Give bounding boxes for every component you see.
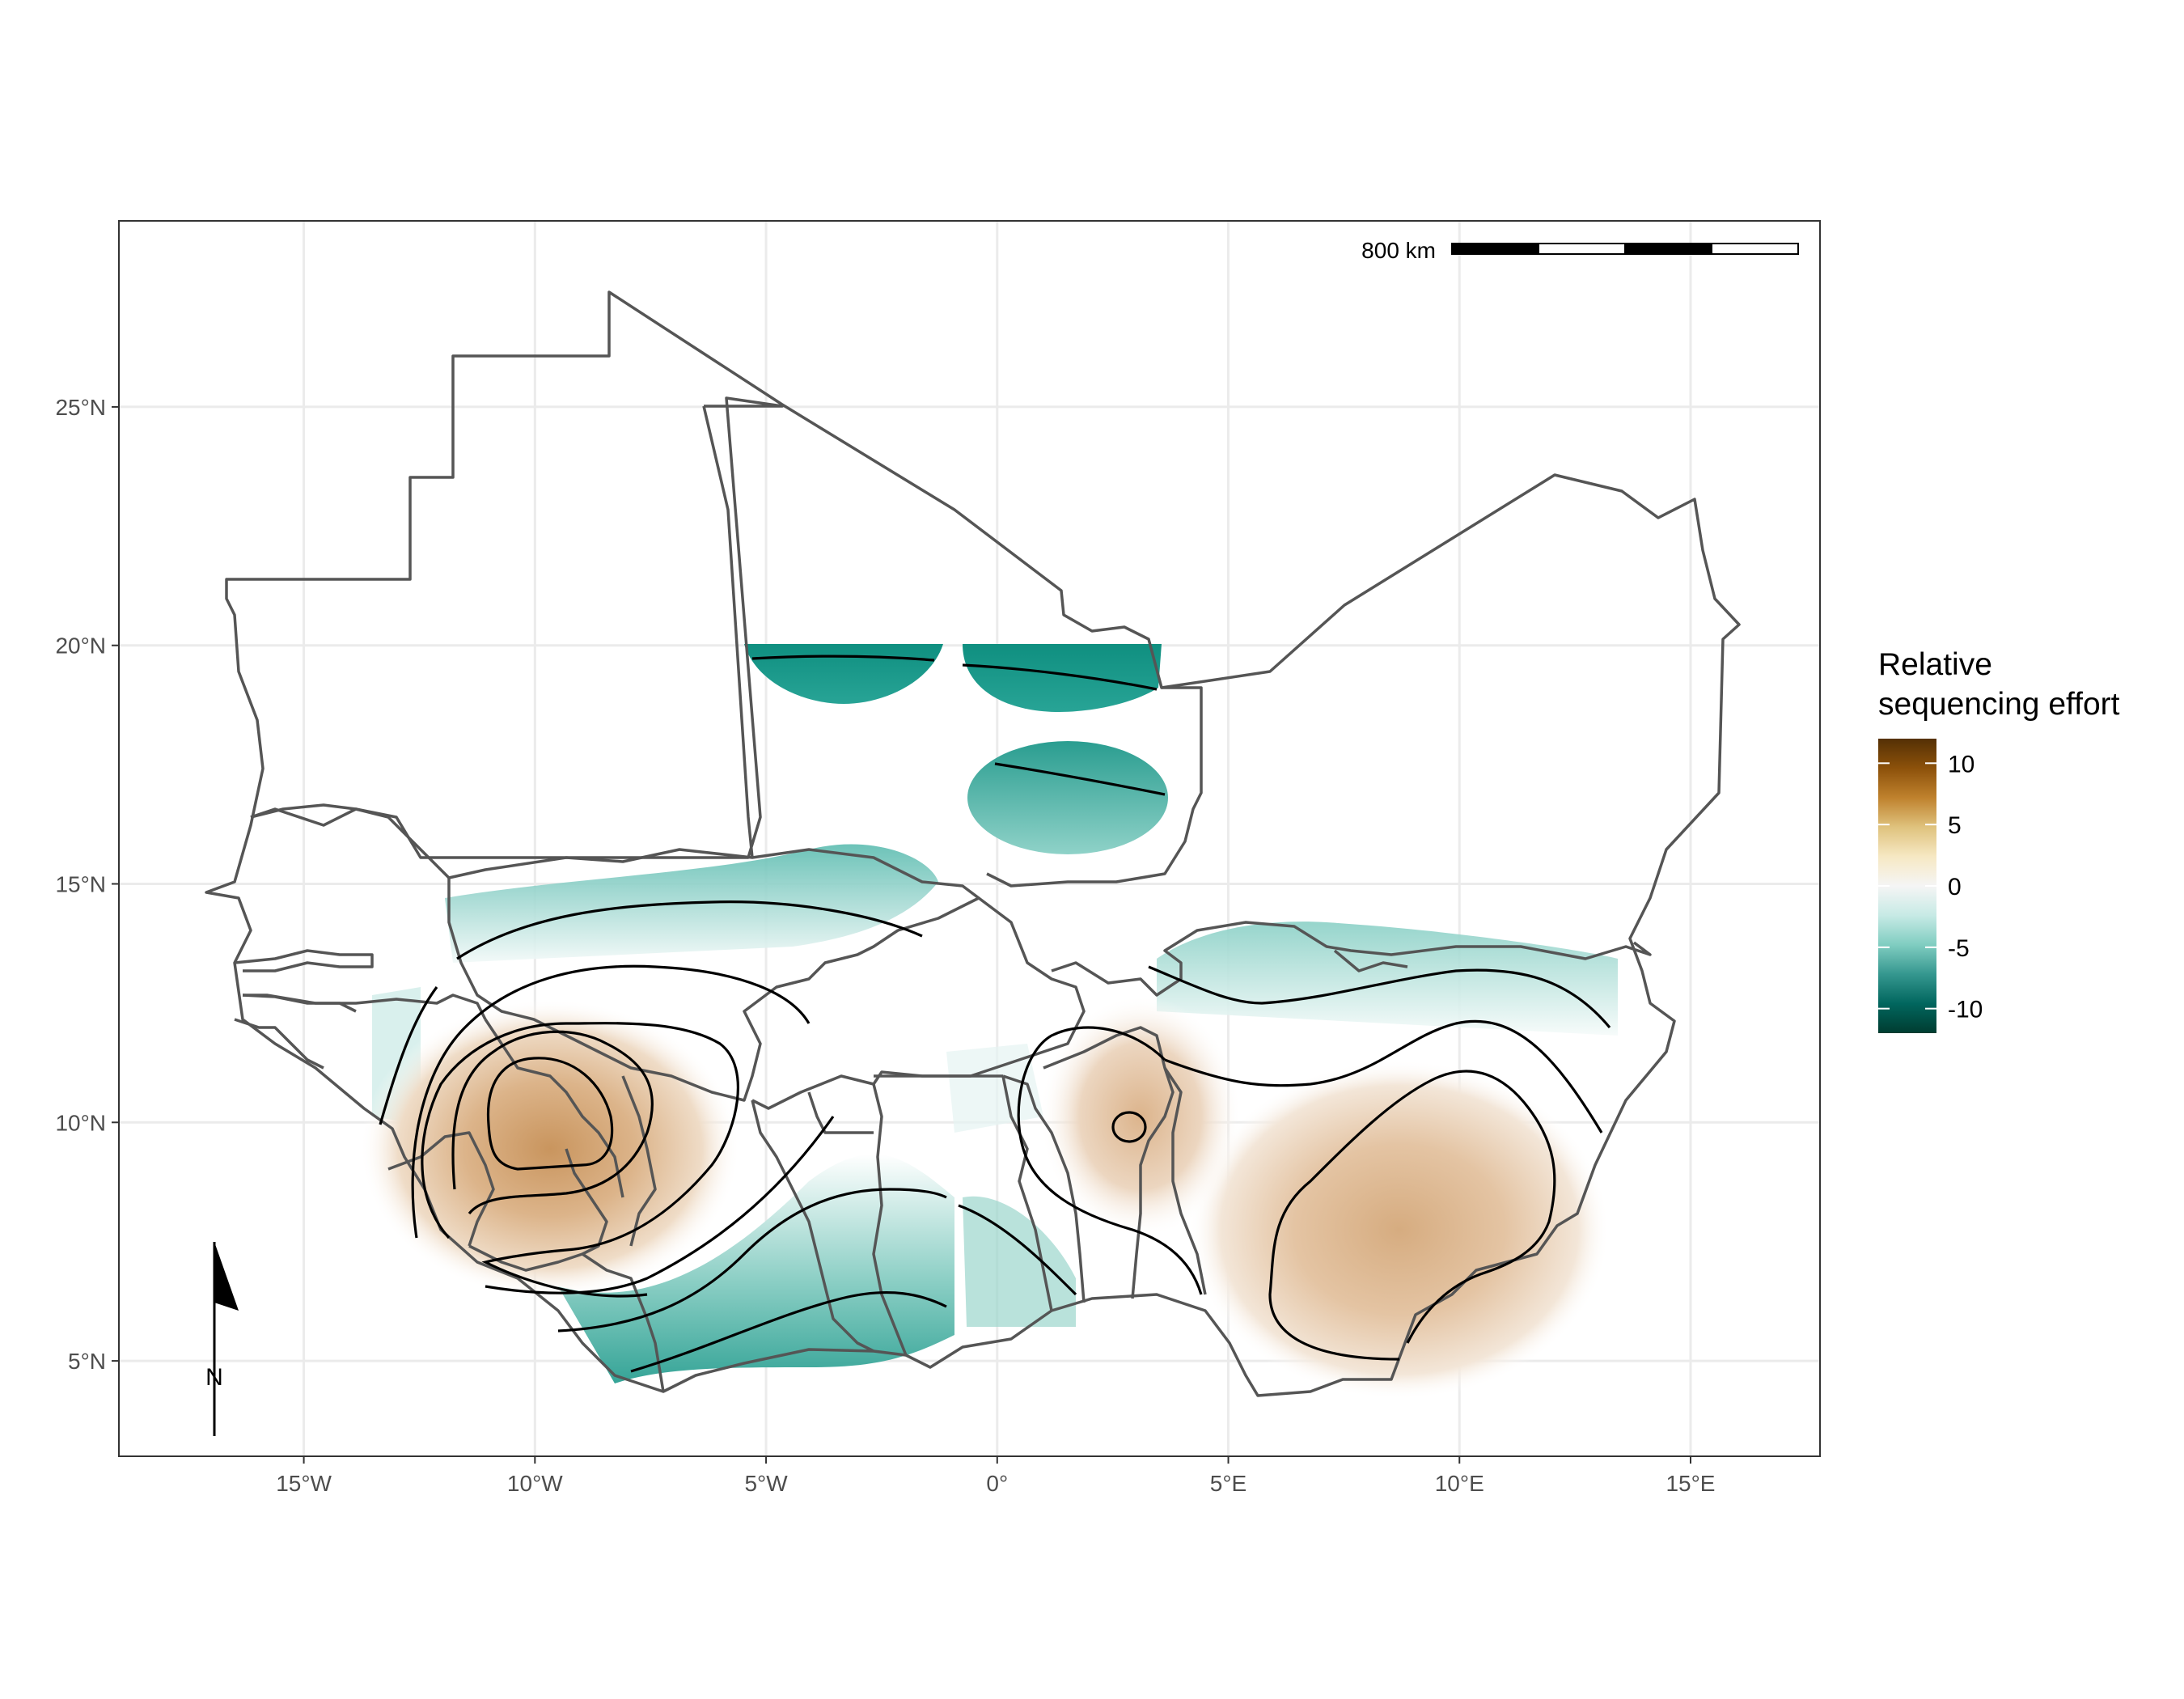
x-tick-label: 15°W	[276, 1471, 332, 1496]
x-tick-label: 5°E	[1210, 1471, 1246, 1496]
north-arrow-label: N	[205, 1364, 223, 1391]
contour-lines	[379, 655, 1611, 1373]
x-tick-label: 10°E	[1435, 1471, 1484, 1496]
legend-tick-label: -10	[1948, 997, 1983, 1023]
x-tick-label: 10°W	[507, 1471, 563, 1496]
scale-bar-label: 800 km	[1361, 238, 1436, 263]
x-tick-label: 15°E	[1666, 1471, 1715, 1496]
legend-title-line2: sequencing effort	[1878, 687, 2120, 722]
y-tick-label: 20°N	[55, 633, 106, 659]
scale-bar: 800 km	[1361, 238, 1799, 263]
legend-title-line1: Relative	[1878, 647, 1992, 682]
y-tick-label: 15°N	[55, 872, 106, 897]
legend: Relative sequencing effort 10 5 0 -5 -10	[1878, 647, 2120, 1033]
legend-tick-label: 5	[1948, 812, 1962, 839]
legend-tick-label: 0	[1948, 874, 1962, 900]
y-tick-label: 25°N	[55, 395, 106, 420]
y-tick-label: 10°N	[55, 1110, 106, 1135]
x-tick-label: 5°W	[744, 1471, 788, 1496]
legend-tick-label: -5	[1948, 935, 1970, 962]
y-tick-label: 5°N	[68, 1349, 106, 1374]
north-arrow-icon: N	[205, 1242, 239, 1436]
x-tick-label: 0°	[986, 1471, 1008, 1496]
legend-tick-label: 10	[1948, 751, 1974, 777]
panel-border	[118, 220, 1821, 1457]
axes: 15°W 10°W 5°W 0° 5°E 10°E 15°E 5°N 10°N 15°N 20°N 2…	[55, 395, 1715, 1496]
